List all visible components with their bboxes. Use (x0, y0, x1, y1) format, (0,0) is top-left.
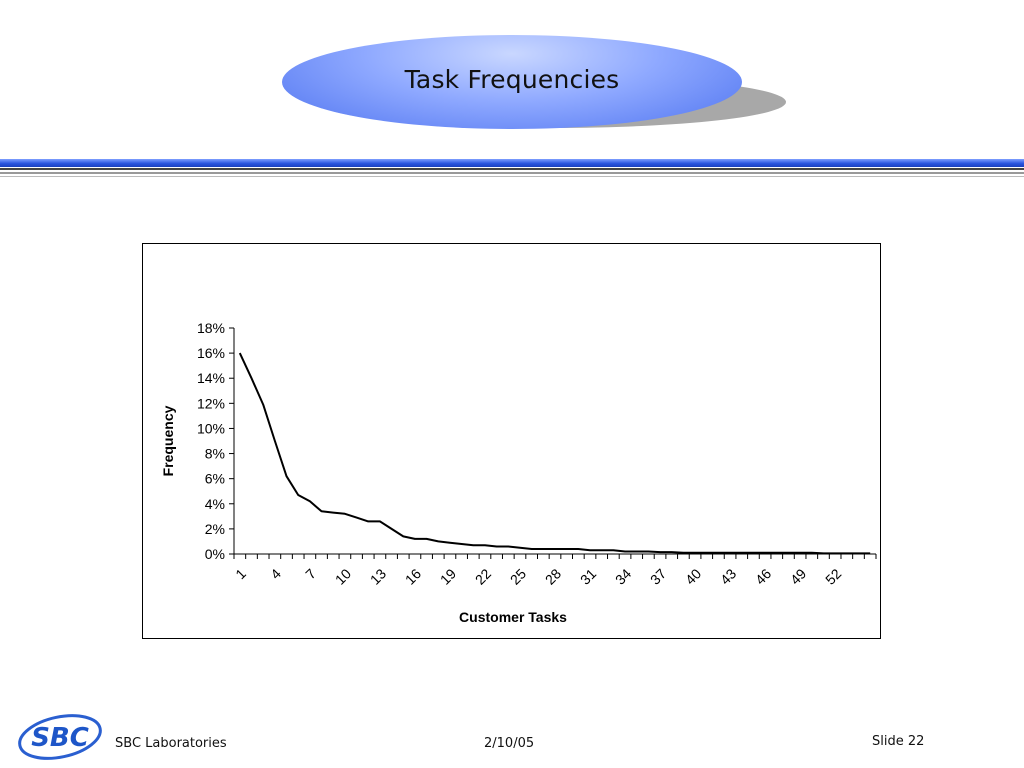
x-tick-label: 22 (472, 565, 494, 587)
y-tick-label: 18% (197, 320, 225, 336)
y-tick-label: 16% (197, 345, 225, 361)
y-tick-label: 2% (205, 521, 225, 537)
x-axis-title: Customer Tasks (459, 609, 567, 625)
y-tick-label: 4% (205, 496, 225, 512)
x-tick-label: 46 (752, 565, 774, 587)
header-rule-blue (0, 159, 1024, 167)
x-tick-label: 13 (367, 565, 389, 587)
sbc-logo-text: SBC (31, 723, 89, 753)
y-tick-label: 6% (205, 471, 225, 487)
y-axis-title: Frequency (160, 405, 176, 476)
x-tick-label: 4 (267, 565, 284, 582)
x-tick-label: 1 (232, 565, 249, 582)
y-tick-label: 12% (197, 395, 225, 411)
chart-frame: 0% 2% 4% 6% 8% 10% 12% 14% 16% 18% 1 4 7 10 13 16 19 22 25… (142, 243, 881, 639)
x-tick-label: 10 (332, 565, 354, 587)
slide-title: Task Frequencies (404, 65, 620, 94)
header-rule-gray (0, 172, 1024, 174)
x-tick-label: 16 (402, 565, 424, 587)
x-tick-label: 43 (717, 565, 739, 587)
x-tick-label: 40 (682, 565, 704, 587)
header-rule-gray-thin (0, 176, 1024, 177)
footer-date: 2/10/05 (484, 736, 535, 751)
sbc-logo: SBC (18, 714, 102, 760)
x-tick-label: 19 (437, 565, 459, 587)
y-tick-label: 14% (197, 370, 225, 386)
footer-slide-number: Slide 22 (872, 734, 925, 749)
y-tick-label: 0% (205, 546, 225, 562)
header-rule-dark (0, 168, 1024, 170)
x-tick-label: 25 (507, 565, 529, 587)
x-tick-label: 37 (647, 565, 669, 587)
task-frequency-chart: 0% 2% 4% 6% 8% 10% 12% 14% 16% 18% 1 4 7 10 13 16 19 22 25… (160, 320, 877, 625)
x-tick-label: 28 (542, 565, 564, 587)
x-tick-label: 7 (302, 565, 319, 582)
y-tick-label: 8% (205, 446, 225, 462)
x-tick-label: 34 (612, 565, 634, 587)
x-tick-label: 52 (822, 565, 844, 587)
series-line (238, 352, 871, 555)
x-tick-label: 31 (577, 565, 599, 587)
footer-organization: SBC Laboratories (115, 736, 227, 751)
y-tick-label: 10% (197, 420, 225, 436)
x-tick-label: 49 (787, 565, 809, 587)
title-oval: Task Frequencies (282, 35, 742, 129)
